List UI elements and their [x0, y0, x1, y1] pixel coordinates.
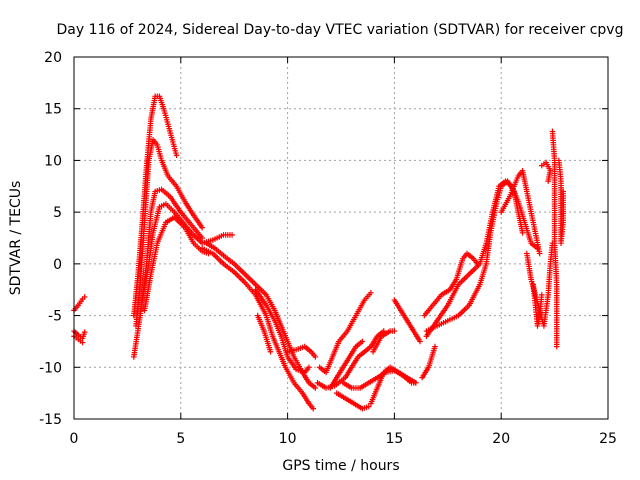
chart-title: Day 116 of 2024, Sidereal Day-to-day VTE… [57, 22, 624, 38]
series-track-o [316, 290, 374, 376]
series-track-ze [524, 240, 556, 329]
data-point [81, 329, 88, 335]
series-track-zd [556, 157, 566, 246]
x-tick-label: 10 [279, 431, 297, 447]
data-point [310, 405, 317, 412]
data-marks [71, 93, 566, 412]
data-point [538, 292, 545, 298]
series-track-p [327, 338, 366, 391]
plot-frame [73, 56, 609, 420]
series-track-k [252, 286, 312, 376]
series-track-zc [549, 128, 560, 350]
data-point [365, 403, 372, 410]
x-tick-label: 20 [492, 431, 510, 447]
y-tick-label: 15 [44, 102, 62, 118]
data-point [267, 348, 274, 355]
y-tick-label: -10 [39, 360, 62, 376]
data-point [560, 188, 566, 195]
series-track-v [419, 343, 438, 381]
data-point [519, 230, 526, 236]
y-tick-label: 10 [44, 153, 62, 169]
x-tick-label: 25 [599, 431, 617, 447]
data-point [79, 339, 86, 346]
data-point [368, 290, 374, 296]
y-axis-label: SDTVAR / TECUs [8, 181, 24, 296]
data-point [199, 224, 205, 231]
series-track-m [284, 343, 319, 360]
series-track-w [423, 178, 541, 340]
data-point [391, 328, 398, 334]
series-track-g [139, 201, 235, 303]
data-point [417, 338, 423, 345]
x-tick-label: 15 [385, 431, 403, 447]
data-point [229, 232, 235, 238]
x-tick-label: 5 [176, 431, 185, 447]
data-point [474, 261, 481, 267]
axis-ticks: 0 5 10 15 20 25 -15 -10 -5 0 5 10 15 20 [39, 50, 617, 447]
series-track-s [368, 364, 419, 407]
data-point [359, 338, 366, 345]
series-track-z [498, 167, 543, 257]
data-point [553, 343, 560, 350]
x-axis-label: GPS time / hours [282, 458, 399, 474]
series-track-q [333, 390, 372, 412]
data-point [312, 354, 319, 360]
series-track-y [423, 178, 526, 334]
y-tick-label: 0 [53, 257, 62, 273]
data-point [432, 343, 438, 350]
y-tick-label: -15 [39, 412, 62, 428]
data-point [81, 294, 88, 300]
data-point [312, 385, 319, 391]
series-track-j [199, 245, 317, 412]
x-tick-label: 0 [70, 431, 79, 447]
series-track-zb [538, 159, 554, 184]
data-point [549, 240, 556, 246]
data-point [545, 178, 551, 184]
y-tick-label: -5 [48, 309, 62, 325]
series-track-x [421, 250, 481, 319]
y-tick-label: 5 [53, 205, 62, 221]
series-track-c [71, 333, 86, 346]
data-point [536, 250, 543, 257]
y-tick-label: 20 [44, 50, 62, 66]
data-point [199, 235, 205, 241]
series-track-t [370, 328, 398, 355]
data-point [173, 152, 180, 159]
series-track-e [133, 136, 205, 329]
data-point [412, 380, 419, 386]
series-track-l [254, 312, 274, 355]
data-point [306, 364, 312, 371]
series-track-u [391, 297, 423, 345]
